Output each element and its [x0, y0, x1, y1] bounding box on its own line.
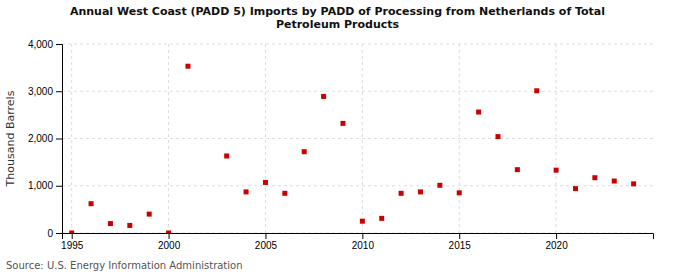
y-axis-line — [56, 45, 63, 234]
x-tick: 2020 — [545, 233, 568, 251]
x-grid-line — [71, 44, 72, 233]
title: Annual West Coast (PADD 5) Imports by PA… — [70, 5, 605, 31]
point — [554, 168, 559, 173]
point — [302, 149, 307, 154]
x-tick: 2015 — [449, 233, 472, 251]
point — [592, 175, 597, 180]
y-tick-label: 2,000 — [28, 133, 53, 144]
x-tick: 2010 — [352, 233, 375, 251]
y-grid-line — [62, 185, 653, 186]
point — [360, 219, 365, 224]
x-grid-line — [265, 44, 266, 233]
chart: 1995 2000 2005 2010 2015 2020 0 1,000 2,000 3,000… — [0, 0, 675, 275]
point — [631, 181, 636, 186]
y-tick-label: 1,000 — [28, 180, 53, 191]
x-tick-label: 1995 — [61, 240, 84, 251]
y-tick-label: 3,000 — [28, 86, 53, 97]
x-tick-mark — [556, 233, 557, 239]
y-tick-mark — [56, 91, 62, 92]
point — [282, 191, 287, 196]
x-grid-line — [362, 44, 363, 233]
annotation: Source: U.S. Energy Information Administ… — [6, 260, 243, 271]
x-grid-line — [168, 44, 169, 233]
point — [379, 216, 384, 221]
point — [147, 212, 152, 217]
point — [69, 231, 74, 234]
x-tick: 2000 — [158, 233, 181, 251]
point — [534, 88, 539, 93]
point — [457, 190, 462, 195]
x-tick-label: 2005 — [255, 240, 278, 251]
y-tick: 4,000 — [28, 39, 62, 50]
point — [437, 183, 442, 188]
y-tick-label: 4,000 — [28, 39, 53, 50]
point — [263, 180, 268, 185]
point — [340, 121, 345, 126]
y-tick-mark — [56, 44, 62, 45]
y-tick: 3,000 — [28, 86, 62, 97]
point — [244, 189, 249, 194]
y-grid-line — [62, 91, 653, 92]
point — [476, 110, 481, 115]
x-grid-line — [459, 44, 460, 233]
y-grid-line — [62, 138, 653, 139]
point — [418, 189, 423, 194]
point — [89, 201, 94, 206]
point — [108, 221, 113, 226]
grid — [62, 44, 653, 233]
point — [321, 94, 326, 99]
y-axis: 0 1,000 2,000 3,000 4,000 — [28, 39, 63, 239]
point — [573, 186, 578, 191]
points — [69, 64, 636, 233]
y-tick-mark — [56, 186, 62, 187]
y-tick: 0 — [47, 228, 62, 239]
x-axis: 1995 2000 2005 2010 2015 2020 — [61, 233, 653, 251]
x-tick-mark — [265, 233, 266, 239]
point — [612, 179, 617, 184]
x-tick-mark — [72, 233, 73, 239]
point — [224, 153, 229, 158]
x-tick-mark — [169, 233, 170, 239]
y-tick-label: 0 — [47, 228, 53, 239]
point — [185, 64, 190, 69]
x-tick-mark — [362, 233, 363, 239]
plot: 1995 2000 2005 2010 2015 2020 0 1,000 2,000 3,000… — [28, 39, 654, 251]
x-tick: 2005 — [255, 233, 278, 251]
y-tick-mark — [56, 233, 62, 234]
x-tick-label: 2010 — [352, 240, 375, 251]
title-line: Petroleum Products — [276, 18, 400, 31]
title-line: Annual West Coast (PADD 5) Imports by PA… — [70, 5, 605, 18]
point — [515, 167, 520, 172]
y-tick-mark — [56, 139, 62, 140]
y-axis-title: Thousand Barrels — [4, 90, 17, 187]
x-axis-line — [63, 234, 654, 240]
x-tick-label: 2020 — [545, 240, 568, 251]
point — [127, 223, 132, 228]
x-tick: 1995 — [61, 233, 84, 251]
x-tick-label: 2000 — [158, 240, 181, 251]
point — [399, 191, 404, 196]
y-tick: 1,000 — [28, 180, 62, 191]
point — [166, 231, 171, 234]
x-tick-mark — [459, 233, 460, 239]
y-grid-line — [62, 44, 653, 45]
x-tick-label: 2015 — [449, 240, 472, 251]
x-grid-line — [556, 44, 557, 233]
point — [495, 134, 500, 139]
y-tick: 2,000 — [28, 133, 62, 144]
